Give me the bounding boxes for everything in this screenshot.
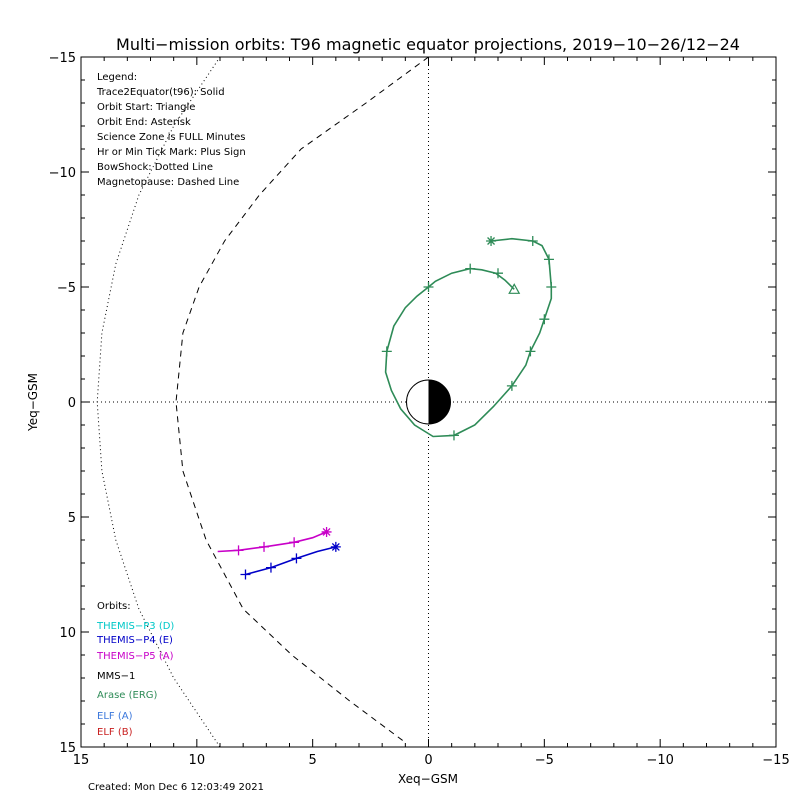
magnetopause-line (175, 57, 429, 743)
legend-entry: BowShock: Dotted Line (97, 162, 213, 173)
orbit-line-themis-p5-a (217, 531, 327, 553)
plot-clip-group (81, 57, 776, 747)
tick-mark (493, 268, 503, 279)
y-tick-label: 5 (68, 511, 76, 526)
tick-mark (448, 430, 459, 441)
legend-entry: Legend: (97, 72, 137, 83)
chart-title: Multi−mission orbits: T96 magnetic equat… (116, 35, 740, 54)
orbit-end-marker (321, 526, 332, 537)
orbits-legend-entry: ELF (B) (97, 727, 133, 738)
tick-mark (289, 537, 300, 548)
tick-mark (291, 553, 302, 564)
tick-mark (525, 346, 536, 357)
legend-entry: Orbit End: Asterisk (97, 117, 191, 128)
tick-mark (240, 569, 251, 580)
axis-ticks: 15 10 5 0 −5 −10 −15 −15 −10 −5 0 5 10 15 (49, 51, 790, 768)
tick-mark (233, 545, 244, 556)
series-themis-p4-e (240, 541, 341, 580)
tick-mark (381, 346, 392, 357)
y-tick-label: 15 (59, 741, 76, 756)
y-tick-label: 0 (68, 396, 76, 411)
tick-mark (265, 562, 276, 573)
orbit-line-themis-p4-e (245, 546, 336, 576)
x-tick-label: −10 (646, 753, 673, 768)
x-tick-label: 15 (73, 753, 90, 768)
y-tick-label: −5 (57, 281, 76, 296)
orbit-end-marker (486, 236, 497, 246)
created-footer: Created: Mon Dec 6 12:03:49 2021 (88, 782, 264, 793)
y-tick-label: −15 (49, 51, 76, 66)
orbit-end-marker (330, 541, 341, 552)
orbits-legend: Orbits: THEMIS−P3 (D) THEMIS−P4 (E) THEMIS−… (96, 601, 174, 738)
earth-nightside (428, 380, 451, 424)
orbits-legend-entry: MMS−1 (97, 671, 135, 682)
plot-area (81, 57, 776, 747)
x-axis-label: Xeq−GSM (398, 772, 458, 786)
tick-mark (527, 236, 538, 246)
orbits-legend-entry: ELF (A) (97, 711, 133, 722)
tick-mark (539, 314, 550, 325)
y-tick-label: 10 (59, 626, 76, 641)
bow-shock-line (96, 57, 221, 747)
x-tick-label: −15 (762, 753, 789, 768)
orbits-legend-entry: THEMIS−P4 (E) (96, 635, 173, 646)
orbits-legend-entry: THEMIS−P5 (A) (96, 651, 174, 662)
x-tick-label: −5 (535, 753, 554, 768)
x-tick-label: 10 (189, 753, 206, 768)
series-arase-erg (381, 236, 557, 441)
legend-entry: Magnetopause: Dashed Line (97, 177, 239, 188)
legend-entry: Hr or Min Tick Mark: Plus Sign (97, 147, 246, 158)
y-tick-label: −10 (49, 166, 76, 181)
legend-entry: Science Zone is FULL Minutes (97, 132, 246, 143)
series-themis-p5-a (217, 526, 332, 556)
legend-entry: Orbit Start: Triangle (97, 102, 195, 113)
tick-mark (423, 282, 434, 292)
tick-mark (465, 263, 476, 274)
tick-mark (259, 541, 270, 552)
tick-mark (543, 254, 554, 265)
legend-entry: Trace2Equator(t96): Solid (96, 87, 225, 98)
tick-mark (506, 380, 517, 391)
orbits-legend-entry: THEMIS−P3 (D) (96, 621, 174, 632)
orbits-legend-entry: Arase (ERG) (97, 690, 158, 701)
y-axis-label: Yeq−GSM (26, 373, 40, 432)
x-tick-label: 0 (424, 753, 432, 768)
x-tick-label: 5 (309, 753, 317, 768)
legend: Legend: Trace2Equator(t96): Solid Orbit St… (96, 72, 246, 188)
tick-mark (546, 282, 557, 292)
orbit-start-marker (508, 283, 521, 294)
orbits-heading: Orbits: (97, 601, 131, 612)
